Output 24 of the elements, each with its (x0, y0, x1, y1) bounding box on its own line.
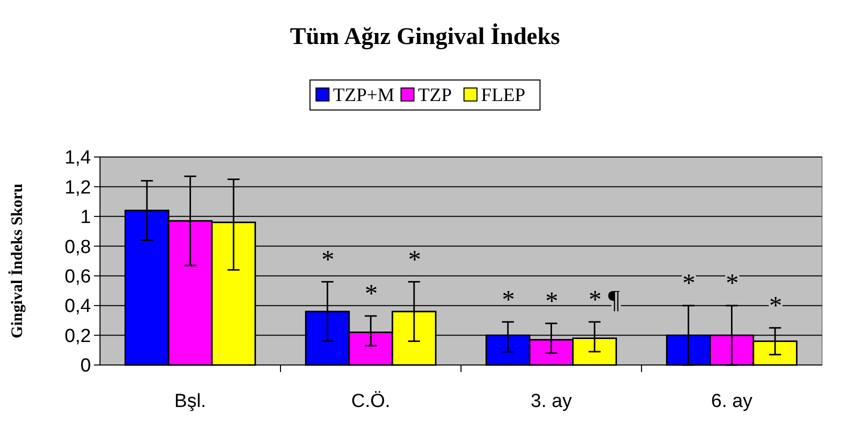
x-tick-label: 3. ay (530, 391, 572, 412)
chart-title: Tüm Ağız Gingival İndeks (290, 23, 560, 50)
annotation: * (502, 284, 515, 314)
x-tick-label: 6. ay (711, 391, 753, 412)
y-tick-label: 0,8 (64, 236, 91, 258)
y-tick-label: 0,6 (64, 266, 91, 288)
annotation: * (321, 244, 334, 274)
y-tick-label: 1,2 (64, 177, 91, 198)
y-axis-title: Gingival İndeks Skoru (8, 184, 26, 338)
annotation: * (726, 268, 739, 298)
legend-label: FLEP (481, 85, 526, 106)
annotation: * (364, 278, 378, 308)
annotation: * (545, 286, 558, 316)
annotation: * (682, 268, 696, 298)
x-tick-label: C.Ö. (351, 391, 390, 412)
y-tick-label: 0,2 (64, 326, 91, 347)
y-tick-label: 0 (80, 356, 91, 377)
legend-label: TZP+M (333, 85, 394, 106)
legend-label: TZP (418, 85, 452, 106)
y-tick-label: 0,4 (64, 296, 92, 318)
x-tick-label: Bşl. (174, 391, 206, 412)
annotation: * (408, 244, 422, 274)
y-tick-label: 1,4 (64, 148, 92, 169)
y-tick-label: 1 (80, 207, 91, 228)
